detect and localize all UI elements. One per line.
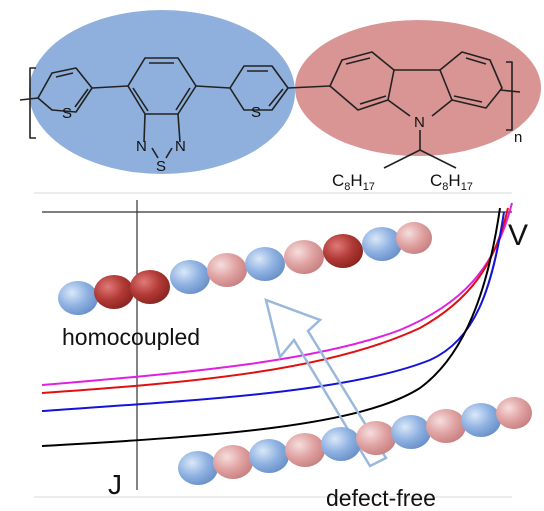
chemical-structure: S S N N S N n C8H17 C8H17	[19, 10, 541, 193]
bead-darkred	[94, 275, 134, 309]
bead-blue	[391, 415, 431, 449]
carbazole-nitrogen-label: N	[414, 114, 425, 131]
y-axis-label: J	[108, 469, 122, 500]
x-axis-label: V	[508, 219, 528, 252]
bead-pink	[396, 222, 432, 254]
bond-benzo-thiophene-right	[195, 85, 231, 89]
jv-plot: V J homocoupled defect-free	[41, 200, 532, 511]
thiadiazole-sulfur-label: S	[156, 158, 166, 175]
carbazole	[329, 51, 503, 169]
alkyl-chain-right-label: C8H17	[430, 171, 473, 193]
bead-blue	[170, 260, 210, 294]
bead-pink	[213, 445, 253, 479]
curve-black	[41, 207, 501, 447]
bead-blue	[249, 439, 289, 473]
bond-thiophene-carbazole	[287, 85, 331, 89]
bead-pink	[356, 421, 396, 455]
bead-darkred	[130, 270, 170, 304]
bead-blue	[178, 451, 218, 485]
bead-darkred	[323, 234, 363, 268]
bead-pink	[285, 433, 325, 467]
defect-free-label: defect-free	[326, 485, 436, 511]
defect-free-chain	[178, 397, 532, 485]
left-thiophene-sulfur-label: S	[62, 105, 72, 122]
svg-text:C8H17: C8H17	[332, 171, 375, 193]
bead-blue	[245, 247, 285, 281]
curve-red	[41, 207, 509, 394]
thiadiazole-nitrogen-right: N	[175, 138, 186, 155]
right-bracket	[506, 61, 513, 131]
bead-pink	[426, 409, 466, 443]
benzothiadiazole-highlight	[29, 10, 295, 174]
right-thiophene-sulfur-label: S	[251, 104, 261, 121]
left-bond-end	[19, 97, 39, 101]
bead-pink	[496, 397, 532, 429]
homocoupled-label: homocoupled	[62, 324, 200, 350]
bead-pink	[207, 253, 247, 287]
curve-magenta	[41, 202, 513, 386]
curve-blue	[41, 211, 505, 412]
bead-blue	[362, 227, 402, 261]
right-bond-end	[499, 89, 521, 93]
bead-blue	[461, 403, 501, 437]
thiadiazole-nitrogen-left: N	[136, 138, 147, 155]
homocoupled-chain	[58, 222, 432, 315]
svg-text:C8H17: C8H17	[430, 171, 473, 193]
bead-blue	[321, 427, 361, 461]
left-bracket	[29, 67, 36, 139]
bead-blue	[58, 281, 98, 315]
alkyl-chain-left-label: C8H17	[332, 171, 375, 193]
carbazole-highlight	[295, 20, 541, 156]
repeat-unit-subscript: n	[514, 129, 522, 146]
bond-thiophene-benzo-left	[91, 85, 129, 89]
bead-pink	[284, 240, 324, 274]
